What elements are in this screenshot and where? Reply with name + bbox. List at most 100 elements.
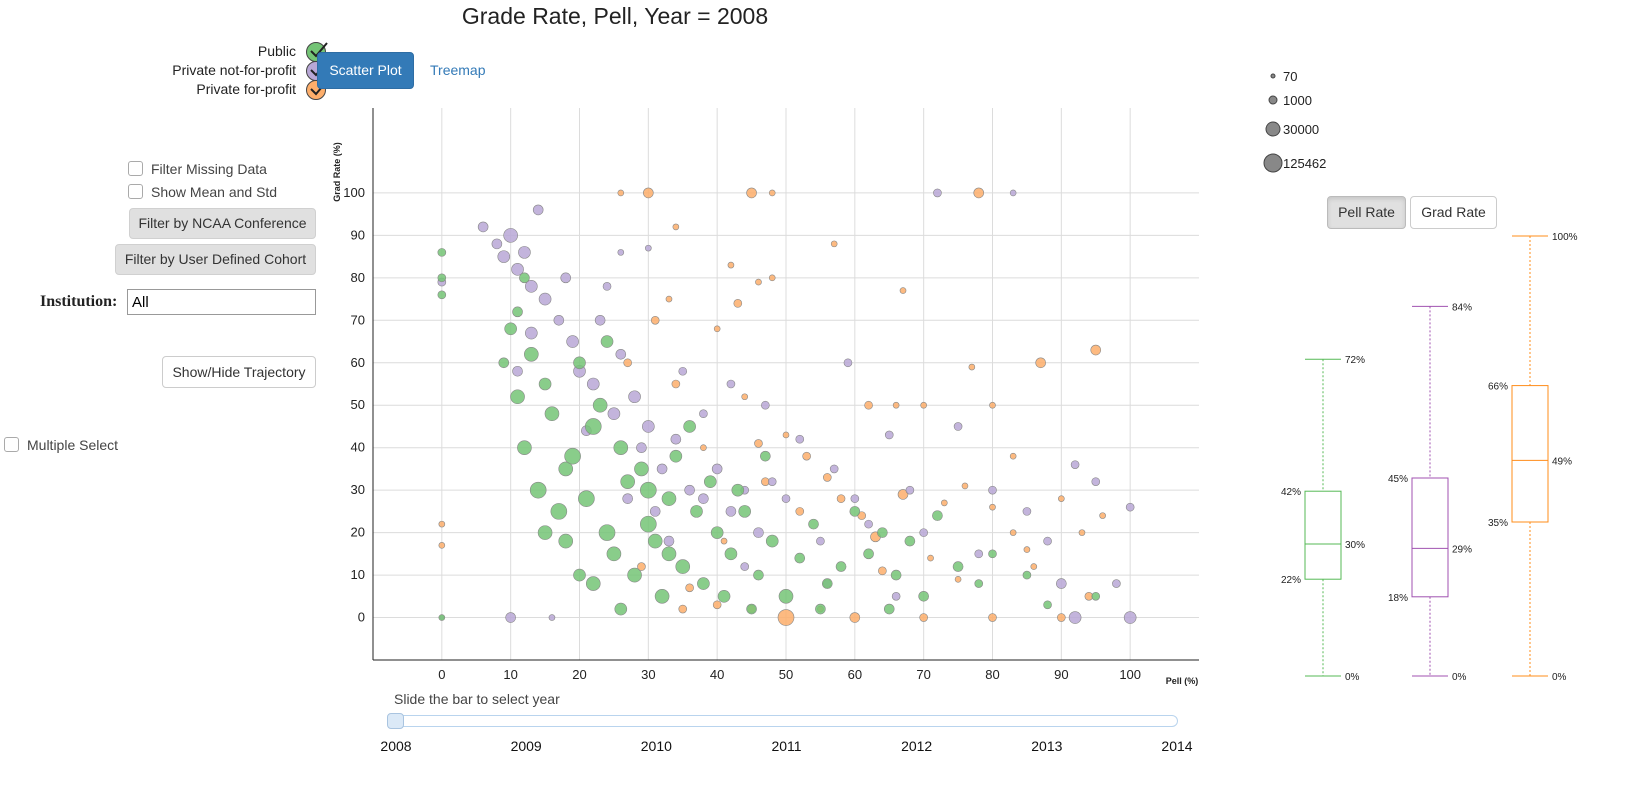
data-point[interactable] <box>1125 502 1135 512</box>
data-point[interactable] <box>532 204 544 216</box>
data-point[interactable] <box>727 261 735 269</box>
filter-missing-checkbox[interactable] <box>128 161 143 176</box>
data-point[interactable] <box>711 463 723 475</box>
data-point[interactable] <box>733 299 743 308</box>
data-point[interactable] <box>726 379 736 389</box>
data-point[interactable] <box>952 561 964 572</box>
year-slider-handle[interactable] <box>387 713 404 729</box>
data-point[interactable] <box>438 542 446 549</box>
data-point[interactable] <box>637 562 646 571</box>
data-point[interactable] <box>989 401 996 409</box>
data-point[interactable] <box>511 263 524 276</box>
data-point[interactable] <box>683 420 696 433</box>
data-point[interactable] <box>477 221 489 233</box>
data-point[interactable] <box>698 493 709 504</box>
data-point[interactable] <box>741 393 749 401</box>
data-point[interactable] <box>550 503 568 520</box>
data-point[interactable] <box>1099 512 1106 519</box>
data-point[interactable] <box>663 535 675 547</box>
institution-input[interactable] <box>127 289 316 315</box>
data-point[interactable] <box>678 366 688 376</box>
data-point[interactable] <box>1068 611 1082 624</box>
data-point[interactable] <box>795 507 805 516</box>
data-point[interactable] <box>753 527 764 538</box>
data-point[interactable] <box>524 346 539 362</box>
data-point[interactable] <box>1030 563 1038 570</box>
data-point[interactable] <box>510 389 525 405</box>
data-point[interactable] <box>953 422 963 431</box>
legend-public[interactable]: Public <box>120 42 330 62</box>
data-point[interactable] <box>890 569 902 581</box>
data-point[interactable] <box>1022 570 1032 580</box>
data-point[interactable] <box>553 315 565 326</box>
data-point[interactable] <box>849 506 861 517</box>
data-point[interactable] <box>1091 592 1101 601</box>
data-point[interactable] <box>640 481 657 499</box>
data-point[interactable] <box>843 358 853 368</box>
data-point[interactable] <box>738 505 752 518</box>
data-point[interactable] <box>830 240 838 248</box>
data-point[interactable] <box>592 397 608 413</box>
data-point[interactable] <box>731 483 745 497</box>
data-point[interactable] <box>808 518 819 530</box>
data-point[interactable] <box>794 552 806 564</box>
data-point[interactable] <box>919 528 928 537</box>
data-point[interactable] <box>822 473 832 482</box>
data-point[interactable] <box>988 613 997 622</box>
data-point[interactable] <box>1070 460 1080 469</box>
data-point[interactable] <box>661 546 677 562</box>
data-point[interactable] <box>918 591 929 602</box>
data-point[interactable] <box>974 549 984 559</box>
multiple-select-checkbox[interactable] <box>4 437 19 452</box>
data-point[interactable] <box>768 274 776 282</box>
data-point[interactable] <box>505 612 516 623</box>
data-point[interactable] <box>802 451 811 461</box>
data-point[interactable] <box>973 187 985 199</box>
data-point[interactable] <box>883 603 895 615</box>
data-point[interactable] <box>927 554 934 562</box>
data-point[interactable] <box>564 447 581 465</box>
data-point[interactable] <box>884 430 894 440</box>
data-point[interactable] <box>586 377 600 391</box>
data-point[interactable] <box>491 238 503 250</box>
data-point[interactable] <box>607 407 621 421</box>
data-point[interactable] <box>538 377 552 391</box>
data-point[interactable] <box>905 485 915 495</box>
grad-rate-button[interactable]: Grad Rate <box>1410 196 1497 229</box>
legend-private-forprofit[interactable]: Private for-profit <box>120 80 330 100</box>
data-point[interactable] <box>710 526 724 539</box>
show-mean-checkbox[interactable] <box>128 184 143 199</box>
data-point[interactable] <box>617 249 625 256</box>
data-point[interactable] <box>815 603 826 615</box>
data-point[interactable] <box>573 356 586 370</box>
data-point[interactable] <box>438 614 446 621</box>
data-point[interactable] <box>765 534 779 548</box>
data-point[interactable] <box>988 485 997 495</box>
data-point[interactable] <box>623 358 632 368</box>
data-point[interactable] <box>989 503 996 511</box>
data-point[interactable] <box>584 418 602 435</box>
data-point[interactable] <box>622 493 633 504</box>
data-point[interactable] <box>647 533 663 549</box>
data-point[interactable] <box>437 248 447 257</box>
data-point[interactable] <box>672 223 680 231</box>
data-point[interactable] <box>724 547 738 561</box>
data-point[interactable] <box>777 609 795 626</box>
data-point[interactable] <box>498 357 510 369</box>
data-point[interactable] <box>517 440 532 455</box>
data-point[interactable] <box>1056 578 1067 589</box>
data-point[interactable] <box>544 406 560 422</box>
data-point[interactable] <box>645 244 652 252</box>
data-point[interactable] <box>697 577 710 590</box>
treemap-link[interactable]: Treemap <box>430 62 486 78</box>
data-point[interactable] <box>717 590 731 603</box>
data-point[interactable] <box>897 489 909 500</box>
data-point[interactable] <box>768 189 776 197</box>
data-point[interactable] <box>669 449 683 463</box>
data-point[interactable] <box>1043 536 1052 546</box>
data-point[interactable] <box>671 379 681 389</box>
data-point[interactable] <box>829 464 839 474</box>
data-point[interactable] <box>661 491 677 506</box>
data-point[interactable] <box>1091 477 1101 486</box>
data-point[interactable] <box>836 494 846 503</box>
